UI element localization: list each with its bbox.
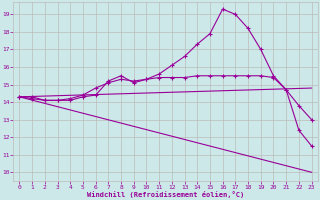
X-axis label: Windchill (Refroidissement éolien,°C): Windchill (Refroidissement éolien,°C)	[87, 191, 244, 198]
